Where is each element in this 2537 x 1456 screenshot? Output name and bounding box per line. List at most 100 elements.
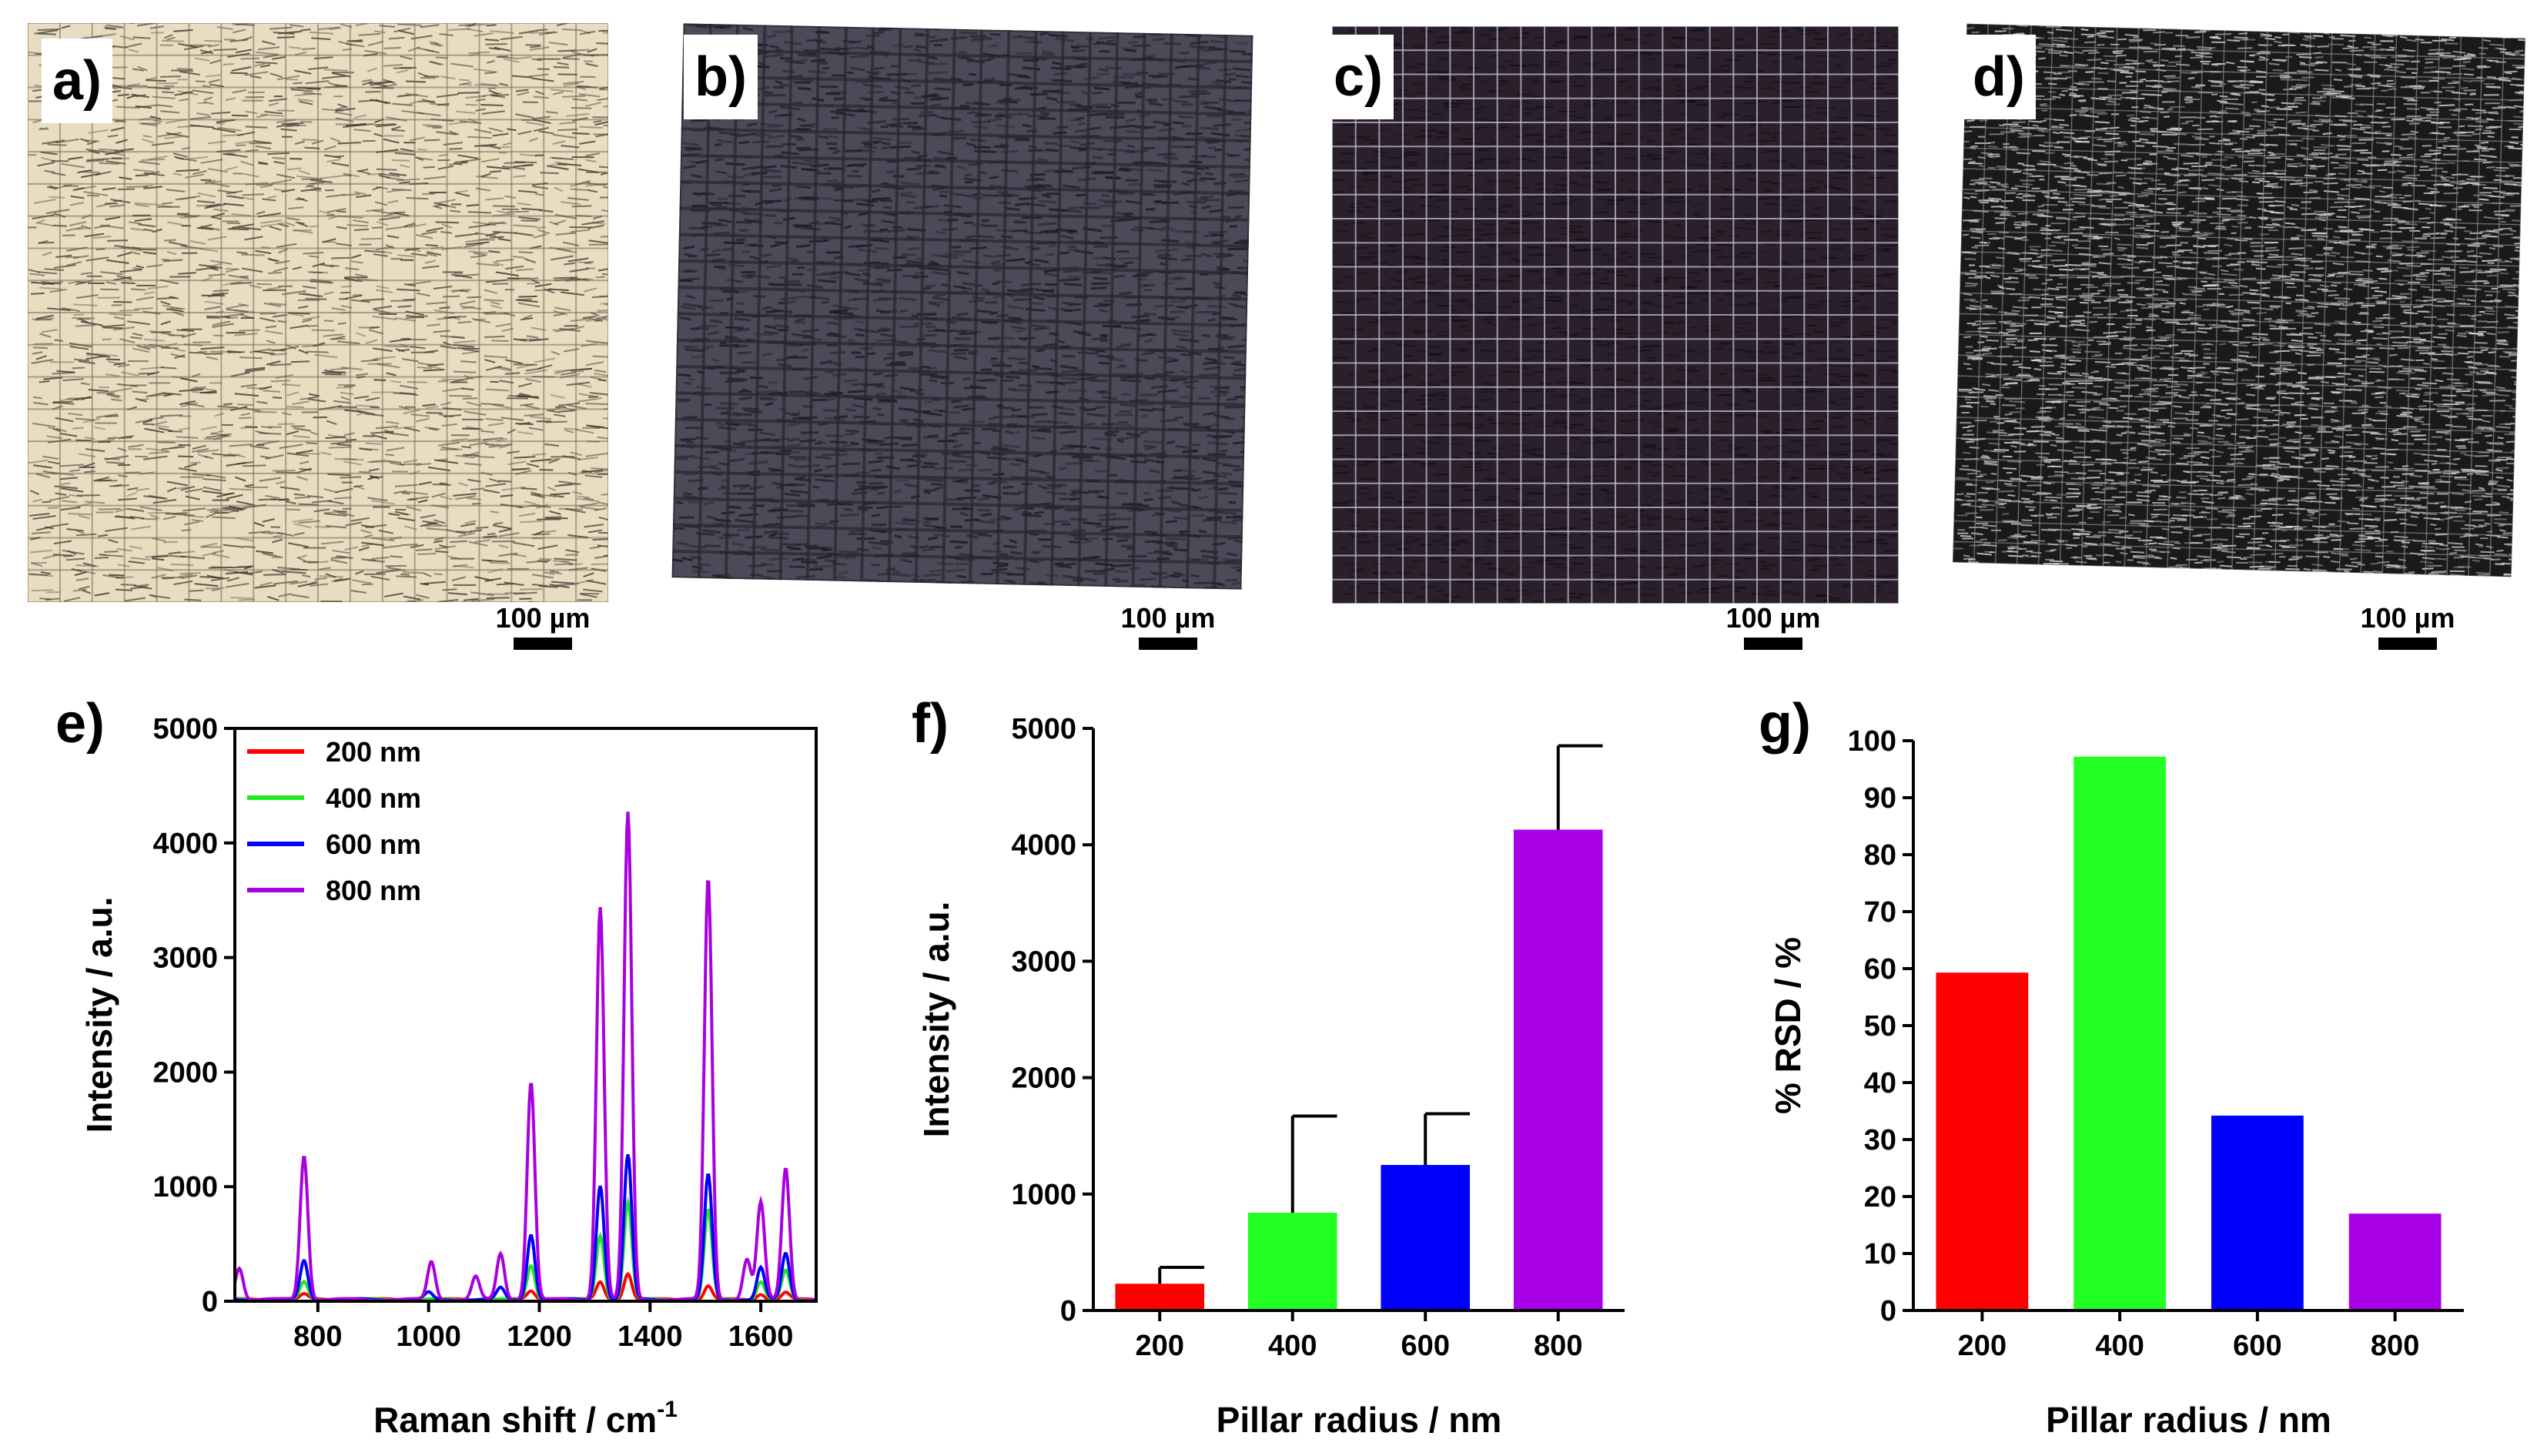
micrograph-texture-stroke [526,121,544,126]
micrograph-texture-stroke [167,221,182,226]
micrograph-texture-stroke [353,219,369,224]
micrograph-texture-stroke [828,332,840,336]
micrograph-cell [226,348,271,377]
micrograph-texture-stroke [326,420,337,425]
micrograph-texture-stroke [1033,326,1049,331]
micrograph-texture-stroke [1104,430,1120,434]
micrograph-texture-stroke [452,377,469,383]
micrograph-texture-stroke [597,97,608,102]
micrograph-texture-stroke [269,353,287,356]
micrograph-texture-stroke [1170,378,1187,381]
micrograph-cell [488,250,530,279]
micrograph-texture-stroke [244,71,269,76]
micrograph-texture-stroke [276,243,297,248]
micrograph-texture-stroke [872,407,882,411]
micrograph-cell [1117,166,1142,186]
micrograph-texture-stroke [345,521,362,527]
micrograph-texture-stroke [514,232,534,236]
micrograph-texture-stroke [340,391,354,396]
micrograph-texture-stroke [679,316,692,321]
micrograph-texture-stroke [79,317,89,323]
micrograph-texture-stroke [200,426,217,430]
micrograph-texture-stroke [484,359,496,363]
micrograph-texture-stroke [262,40,276,45]
micrograph-texture-stroke [1060,377,1080,381]
micrograph-cell [794,117,818,132]
micrograph-texture-stroke [718,131,734,136]
micrograph-texture-stroke [592,538,608,541]
micrograph-texture-stroke [828,360,838,366]
micrograph-texture-stroke [1056,564,1072,569]
micrograph-texture-stroke [585,452,608,457]
micrograph-texture-stroke [845,109,866,113]
micrograph-texture-stroke [176,329,195,332]
micrograph-texture-stroke [1058,412,1076,417]
micrograph-texture-stroke [587,529,603,534]
micrograph-texture-stroke [1098,303,1112,306]
micrograph-texture-stroke [779,83,790,87]
micrograph-texture-stroke [992,561,1009,566]
micrograph-texture-stroke [199,263,223,269]
micrograph-texture-stroke [825,333,846,338]
micrograph-texture-stroke [433,205,443,209]
micrograph-texture-stroke [1028,114,1046,118]
micrograph-texture-stroke [352,293,363,296]
micrograph-texture-stroke [376,168,397,171]
micrograph-texture-stroke [534,493,557,497]
micrograph-texture-stroke [944,253,964,256]
micrograph-texture-stroke [105,461,126,464]
micrograph-texture-stroke [735,290,748,294]
micrograph-texture-stroke [72,316,95,320]
micrograph-texture-stroke [441,423,457,427]
micrograph-texture-stroke [981,193,997,197]
micrograph-texture-stroke [900,558,913,564]
micrograph-texture-stroke [903,122,919,125]
micrograph-cell [162,377,205,408]
micrograph-texture-stroke [394,317,417,322]
micrograph-texture-stroke [289,46,301,49]
micrograph-texture-stroke [386,420,400,425]
micrograph-texture-stroke [314,577,327,581]
micrograph-texture-stroke [461,387,474,391]
micrograph-texture-stroke [204,39,223,42]
micrograph-texture-stroke [385,454,394,457]
micrograph-texture-stroke [570,229,591,233]
micrograph-texture-stroke [397,94,410,98]
micrograph-texture-stroke [863,229,884,233]
micrograph-texture-stroke [147,285,169,290]
micrograph-texture-stroke [144,427,165,433]
micrograph-texture-stroke [70,195,85,199]
micrograph-texture-stroke [795,317,805,323]
micrograph-texture-stroke [830,110,845,114]
micrograph-texture-stroke [113,300,132,303]
micrograph-texture-stroke [1032,246,1041,251]
micrograph-cell [455,442,495,466]
micrograph-texture-stroke [752,140,770,144]
micrograph-texture-stroke [848,529,864,534]
micrograph-cell [579,120,608,145]
micrograph-texture-stroke [836,555,848,560]
micrograph-texture-stroke [895,85,910,90]
micrograph-texture-stroke [736,238,745,242]
micrograph-cell [480,380,528,410]
micrograph-texture-stroke [500,417,524,421]
micrograph-texture-stroke [32,515,56,520]
micrograph-texture-stroke [784,492,801,497]
micrograph-texture-stroke [80,138,90,143]
micrograph-texture-stroke [259,113,285,117]
micrograph-cell [61,156,109,179]
micrograph-texture-stroke [432,484,451,486]
micrograph-texture-stroke [1038,538,1053,541]
micrograph-texture-stroke [786,355,798,360]
micrograph-texture-stroke [302,574,311,578]
micrograph-texture-stroke [1012,35,1022,38]
micrograph-texture-stroke [356,332,366,337]
micrograph-texture-stroke [829,390,843,395]
micrograph-texture-stroke [353,395,370,400]
micrograph-texture-stroke [999,554,1016,558]
micrograph-cell [1143,146,1179,166]
micrograph-texture-stroke [216,25,233,30]
micrograph-texture-stroke [1125,179,1139,182]
micrograph-texture-stroke [868,541,889,546]
micrograph-texture-stroke [544,571,555,576]
